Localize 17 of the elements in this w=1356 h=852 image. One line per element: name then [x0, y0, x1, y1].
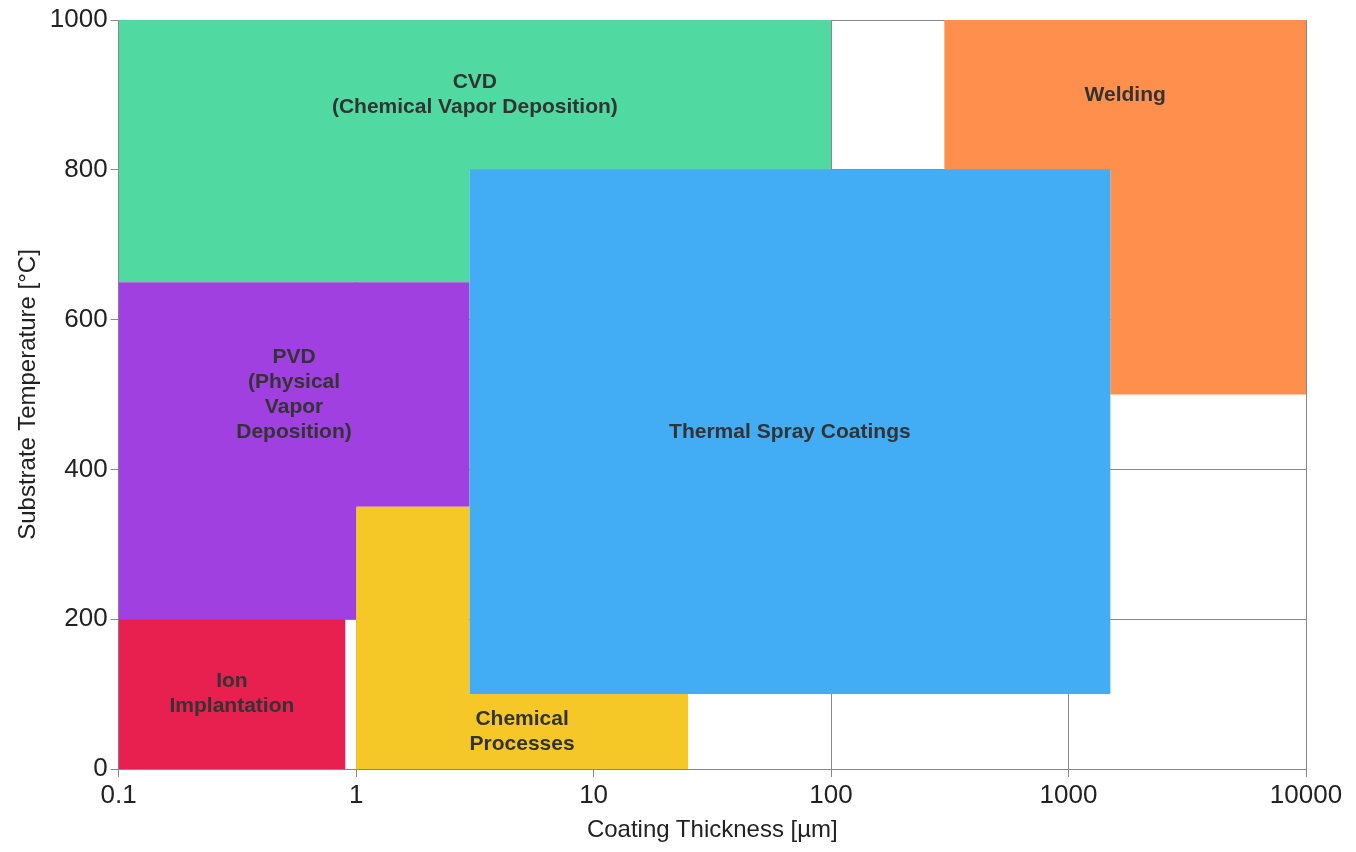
series-label: Chemical Processes	[469, 705, 575, 754]
y-tick-label: 1000	[49, 3, 108, 34]
series-label: Welding	[1084, 81, 1166, 105]
y-tick-label: 800	[64, 152, 108, 183]
y-tick-label: 200	[64, 602, 108, 633]
y-tick-label: 400	[64, 452, 108, 483]
x-tick-label: 100	[809, 778, 853, 809]
x-tick-label: 1000	[1039, 778, 1098, 809]
x-axis-title: Coating Thickness [µm]	[586, 815, 838, 843]
x-tick-label: 10	[579, 778, 609, 809]
series-label: Thermal Spray Coatings	[669, 418, 911, 442]
x-tick-label: 10000	[1269, 778, 1343, 809]
y-axis-title: Substrate Temperature [°C]	[13, 249, 41, 540]
x-tick-label: 1	[348, 778, 364, 809]
y-tick-label: 600	[64, 302, 108, 333]
series-label: CVD (Chemical Vapor Deposition)	[331, 69, 618, 118]
series-label: Ion Implantation	[169, 668, 295, 717]
